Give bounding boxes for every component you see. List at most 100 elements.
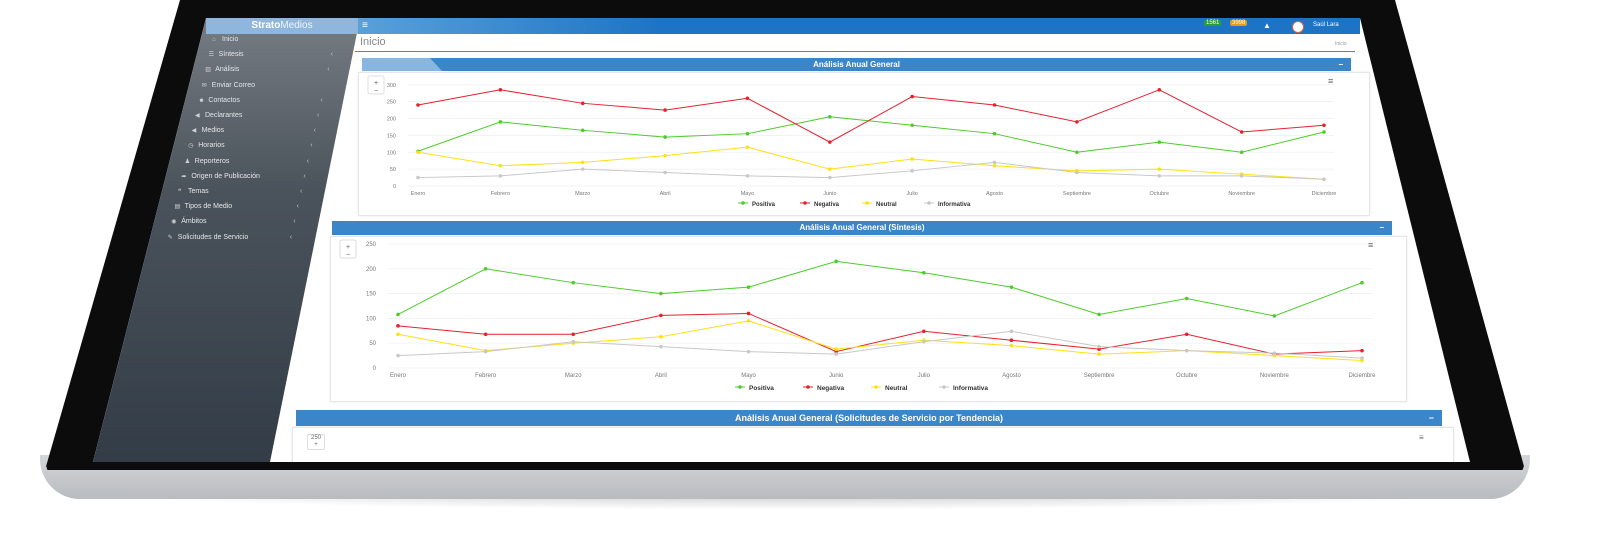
notifications-badge[interactable]: 1561 <box>1204 20 1222 26</box>
sidebar-item-temas[interactable]: ❝ Temas <box>178 188 209 195</box>
sidebar-item-declarantes[interactable]: ◀ Declarantes <box>195 112 242 119</box>
sidebar-item-solicitudes-de-servicio[interactable]: ✎ Solicitudes de Servicio <box>168 234 248 241</box>
data-point <box>746 349 751 354</box>
eye-icon: ◉ <box>171 219 177 226</box>
x-tick-label: Marzo <box>565 373 582 379</box>
data-point <box>1184 348 1189 353</box>
x-tick-label: Septiembre <box>1063 191 1091 197</box>
chevron-left-icon[interactable]: ‹ <box>293 218 296 226</box>
breadcrumb[interactable]: Inicio <box>1335 41 1347 47</box>
sidebar-item-enviar-correo[interactable]: ✉ Enviar Correo <box>202 82 255 89</box>
sidebar-item-origen-de-publicación[interactable]: ➦ Origen de Publicación <box>181 173 260 180</box>
sidebar-item-label: Reporteros <box>194 157 230 165</box>
x-tick-label: Enero <box>390 373 407 379</box>
panel-3-body: 250 + ≡ <box>292 427 1454 462</box>
tasks-badge[interactable]: 3998 <box>1230 20 1248 26</box>
chevron-left-icon[interactable]: ‹ <box>289 233 293 241</box>
sidebar-item-horarios[interactable]: ◷ Horarios <box>188 142 224 149</box>
panel-2-collapse-icon[interactable]: − <box>1379 223 1384 232</box>
data-point <box>745 96 750 101</box>
panel-1-collapse-icon[interactable]: − <box>1338 60 1343 69</box>
panel-1-body <box>358 72 1370 216</box>
avatar[interactable] <box>1292 21 1304 33</box>
legend-marker <box>738 385 742 389</box>
zoom-control[interactable]: 250 + <box>307 434 325 450</box>
chart-menu-icon[interactable]: ≡ <box>1419 433 1424 442</box>
data-point <box>1157 88 1162 92</box>
sidebar-item-tipos-de-medio[interactable]: ▤ Tipos de Medio <box>175 203 233 210</box>
panel-3-header: Análisis Anual General (Solicitudes de S… <box>296 410 1442 426</box>
sidebar-item-medios[interactable]: ◀ Medios <box>192 127 225 134</box>
chevron-left-icon[interactable]: ‹ <box>330 51 333 59</box>
data-point <box>663 108 667 112</box>
bell-icon[interactable]: ▲ <box>1263 21 1271 30</box>
wrench-icon: ✎ <box>167 234 173 241</box>
data-point <box>992 163 997 168</box>
data-point <box>580 101 585 106</box>
data-point <box>396 312 400 317</box>
zoom-in-icon[interactable]: + <box>314 442 318 448</box>
sidebar-item-label: Inicio <box>222 36 239 43</box>
chevron-left-icon[interactable]: ‹ <box>313 127 316 135</box>
sidebar-item-contactos[interactable]: ☻ Contactos <box>198 97 240 104</box>
bullhorn-icon: ◀ <box>191 128 197 135</box>
sidebar-item-label: Horarios <box>198 142 225 150</box>
x-tick-label: Febrero <box>475 373 497 379</box>
zoom-in-icon: + <box>374 80 378 87</box>
data-point <box>659 344 663 349</box>
chevron-left-icon[interactable]: ‹ <box>303 172 306 180</box>
zoom-control <box>339 239 357 259</box>
data-point <box>571 332 576 337</box>
chevron-left-icon[interactable]: ‹ <box>320 96 323 104</box>
sidebar-item-inicio[interactable]: ⌂ Inicio <box>212 36 238 43</box>
comments-icon: ❝ <box>178 189 182 195</box>
data-point <box>1075 170 1079 175</box>
data-point <box>1360 358 1364 363</box>
zoom-in-icon: + <box>346 244 350 251</box>
chevron-left-icon[interactable]: ‹ <box>317 112 320 119</box>
legend-marker <box>803 201 807 205</box>
sidebar-item-label: Declarantes <box>205 112 243 119</box>
sidebar-item-análisis[interactable]: ▥ Análisis <box>205 66 239 73</box>
sidebar-item-label: Contactos <box>208 96 240 104</box>
legend-marker <box>942 385 946 389</box>
panel-1-header: Análisis Anual General − <box>362 58 1351 71</box>
data-point <box>1184 332 1189 337</box>
chevron-left-icon[interactable]: ‹ <box>306 157 310 165</box>
chevron-left-icon[interactable]: ‹ <box>300 188 303 195</box>
data-point <box>1157 174 1162 178</box>
sidebar-item-ámbitos[interactable]: ◉ Ámbitos <box>171 218 206 225</box>
user-name[interactable]: Saúl Lara <box>1313 22 1339 28</box>
data-point <box>663 170 667 175</box>
menu-toggle-icon[interactable]: ≡ <box>362 20 368 31</box>
data-point <box>746 319 751 323</box>
x-tick-label: Junio <box>823 191 836 197</box>
sidebar-item-reporteros[interactable]: ♟ Reporteros <box>185 158 230 165</box>
sidebar-item-síntesis[interactable]: ☰ Síntesis <box>209 51 244 58</box>
series-line-positiva <box>397 260 1363 317</box>
data-point <box>663 153 667 158</box>
y-tick-label: 50 <box>390 167 396 173</box>
newspaper-icon: ▤ <box>174 204 181 211</box>
data-point <box>1239 174 1244 178</box>
brand-logo[interactable]: StratoMedios <box>206 18 358 34</box>
x-tick-label: Mayo <box>741 373 756 379</box>
chart-menu-icon: ≡ <box>1368 240 1373 250</box>
data-point <box>1157 167 1162 171</box>
series-line-informativa <box>417 161 1325 180</box>
data-point <box>992 131 997 136</box>
legend-label-informativa: Informativa <box>953 385 988 392</box>
panel-1-title: Análisis Anual General <box>813 60 900 69</box>
data-point <box>571 339 576 344</box>
x-tick-label: Junio <box>829 373 844 379</box>
home-icon: ⌂ <box>212 37 216 43</box>
panel-3-collapse-icon[interactable]: − <box>1428 413 1434 423</box>
chevron-left-icon[interactable]: ‹ <box>310 142 313 150</box>
chevron-left-icon[interactable]: ‹ <box>327 66 330 74</box>
panel-3-y-tick: 250 <box>310 435 321 441</box>
chevron-left-icon[interactable]: ‹ <box>296 203 299 211</box>
y-tick-label: 0 <box>393 184 396 190</box>
data-point <box>580 160 585 165</box>
users-icon: ☻ <box>198 97 205 104</box>
data-point <box>659 291 663 296</box>
